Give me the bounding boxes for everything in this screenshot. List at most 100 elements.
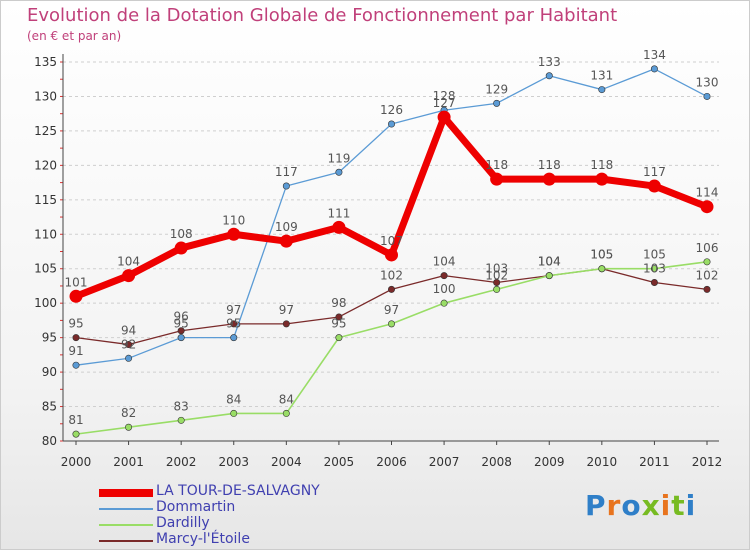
data-label-marcy-l-etoile: 104 [538, 255, 561, 269]
data-point-marcy-l-etoile [335, 313, 343, 321]
data-point-marcy-l-etoile [125, 341, 133, 349]
logo-letter: i [685, 489, 697, 522]
data-label-la-tour-de-salvagny: 114 [696, 186, 719, 200]
legend-label: Dardilly [156, 515, 210, 531]
y-tick-label: 90 [42, 365, 57, 379]
data-point-dommartin [493, 99, 501, 107]
data-label-marcy-l-etoile: 97 [279, 303, 294, 317]
x-tick-label: 2008 [481, 455, 512, 469]
data-point-la-tour-de-salvagny [332, 220, 346, 234]
data-label-dommartin: 126 [380, 103, 403, 117]
data-point-dommartin [282, 182, 290, 190]
x-tick-label: 2003 [218, 455, 249, 469]
y-tick-label: 125 [34, 124, 57, 138]
legend-label: Dommartin [156, 499, 236, 515]
data-point-dardilly [440, 299, 448, 307]
data-label-la-tour-de-salvagny: 111 [327, 206, 350, 220]
proxiti-logo: Proxiti [585, 489, 696, 522]
x-tick-label: 2006 [376, 455, 407, 469]
data-point-marcy-l-etoile [230, 320, 238, 328]
data-label-la-tour-de-salvagny: 108 [170, 227, 193, 241]
data-point-dardilly [598, 265, 606, 273]
data-point-la-tour-de-salvagny [69, 289, 83, 303]
data-point-marcy-l-etoile [177, 327, 185, 335]
data-point-marcy-l-etoile [440, 272, 448, 280]
data-label-dardilly: 100 [433, 282, 456, 296]
data-label-dommartin: 117 [275, 165, 298, 179]
x-tick-label: 2009 [534, 455, 565, 469]
data-label-dommartin: 134 [643, 48, 666, 62]
y-tick-label: 130 [34, 89, 57, 103]
data-label-marcy-l-etoile: 103 [485, 262, 508, 276]
logo-letter: i [660, 489, 672, 522]
data-point-dardilly [703, 258, 711, 266]
data-point-la-tour-de-salvagny [595, 172, 609, 186]
data-point-dommartin [177, 334, 185, 342]
logo-letter: x [641, 489, 661, 522]
data-label-dardilly: 84 [226, 392, 241, 406]
data-label-dommartin: 95 [226, 317, 241, 331]
data-point-dommartin [72, 361, 80, 369]
data-point-la-tour-de-salvagny [700, 200, 714, 214]
data-point-la-tour-de-salvagny [279, 234, 293, 248]
data-label-dommartin: 128 [433, 89, 456, 103]
legend-swatch [99, 540, 153, 542]
data-point-dommartin [650, 65, 658, 73]
data-label-dommartin: 119 [327, 151, 350, 165]
data-point-dardilly [387, 320, 395, 328]
x-tick-label: 2011 [639, 455, 670, 469]
data-label-dommartin: 130 [696, 75, 719, 89]
data-point-marcy-l-etoile [650, 279, 658, 287]
data-label-marcy-l-etoile: 102 [380, 268, 403, 282]
data-label-la-tour-de-salvagny: 101 [65, 275, 88, 289]
data-label-dardilly: 84 [279, 392, 294, 406]
y-tick-label: 110 [34, 227, 57, 241]
data-label-dardilly: 104 [538, 255, 561, 269]
x-tick-label: 2001 [113, 455, 144, 469]
logo-letter: t [671, 489, 686, 522]
grid-lines [63, 61, 719, 408]
data-point-dommartin [703, 92, 711, 100]
data-point-dardilly [282, 409, 290, 417]
data-point-dardilly [72, 430, 80, 438]
data-label-dommartin: 91 [68, 344, 83, 358]
data-label-la-tour-de-salvagny: 107 [380, 234, 403, 248]
legend-swatch [99, 508, 153, 510]
data-label-dommartin: 129 [485, 82, 508, 96]
data-point-la-tour-de-salvagny [174, 241, 188, 255]
data-label-dardilly: 105 [590, 248, 613, 262]
data-label-dardilly: 82 [121, 406, 136, 420]
data-label-dardilly: 81 [68, 413, 83, 427]
x-tick-label: 2002 [166, 455, 197, 469]
data-label-marcy-l-etoile: 105 [590, 248, 613, 262]
data-label-dardilly: 102 [485, 268, 508, 282]
y-tick-label: 105 [34, 262, 57, 276]
x-tick-label: 2004 [271, 455, 302, 469]
chart-subtitle: (en € et par an) [27, 29, 122, 43]
chart-title: Evolution de la Dotation Globale de Fonc… [27, 5, 618, 26]
data-point-dommartin [335, 168, 343, 176]
data-point-dardilly [177, 416, 185, 424]
data-point-dardilly [335, 334, 343, 342]
data-point-la-tour-de-salvagny [542, 172, 556, 186]
legend-swatch [99, 489, 153, 497]
data-point-marcy-l-etoile [703, 285, 711, 293]
data-point-dardilly [545, 272, 553, 280]
data-label-marcy-l-etoile: 102 [696, 268, 719, 282]
data-label-dommartin: 131 [590, 69, 613, 83]
data-point-la-tour-de-salvagny [122, 269, 136, 283]
data-label-dommartin: 133 [538, 55, 561, 69]
data-label-dardilly: 83 [174, 399, 189, 413]
data-point-dommartin [598, 86, 606, 94]
logo-letter: r [606, 489, 622, 522]
x-tick-label: 2012 [692, 455, 723, 469]
legend-label: LA TOUR-DE-SALVAGNY [156, 483, 320, 499]
data-label-la-tour-de-salvagny: 110 [222, 213, 245, 227]
data-point-la-tour-de-salvagny [437, 110, 451, 124]
x-tick-label: 2005 [324, 455, 355, 469]
data-point-dardilly [230, 409, 238, 417]
axes: 80 85 90 95 100 105 110 115 120 125 130 135 2000 2001… [34, 54, 722, 469]
data-label-la-tour-de-salvagny: 118 [590, 158, 613, 172]
